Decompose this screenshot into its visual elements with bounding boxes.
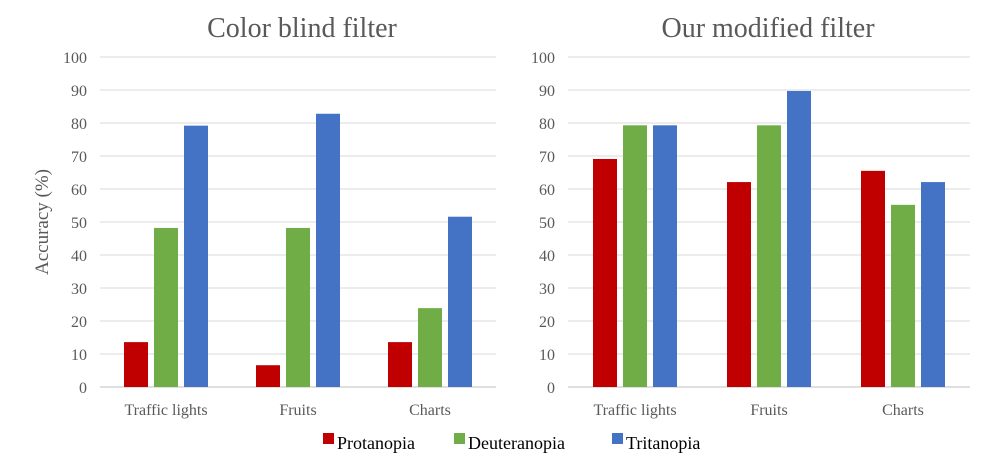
y-tick-label: 20 (539, 314, 555, 331)
y-tick-label: 50 (71, 215, 87, 232)
bar-protanopia-traffic-lights (593, 158, 617, 387)
y-tick-label: 100 (531, 50, 555, 67)
bar-protanopia-charts (388, 342, 412, 387)
y-tick-label: 50 (539, 215, 555, 232)
y-tick-label: 70 (539, 149, 555, 166)
bar-protanopia-fruits (256, 365, 280, 387)
y-tick-label: 10 (539, 347, 555, 364)
y-tick-label: 30 (539, 281, 555, 298)
bar-protanopia-fruits (727, 182, 751, 387)
bar-tritanopia-traffic-lights (184, 125, 208, 387)
legend-label-tritanopia: Tritanopia (626, 433, 700, 453)
y-axis-label: Accuracy (%) (32, 169, 53, 275)
y-tick-label: 90 (539, 83, 555, 100)
y-tick-label: 90 (71, 83, 87, 100)
chart-panel-modified-filter: 0 10 20 30 40 50 60 70 80 90 100 Our modified filte… (531, 13, 970, 419)
chart-panel-color-blind-filter: 0 10 20 30 40 50 60 70 80 90 100 Color blind filter… (32, 13, 496, 419)
bar-deuteranopia-fruits (757, 125, 781, 387)
bar-tritanopia-charts (448, 216, 472, 387)
x-tick-label: Traffic lights (124, 402, 207, 419)
legend: Protanopia Deuteranopia Tritanopia (323, 433, 700, 453)
legend-label-protanopia: Protanopia (337, 433, 415, 453)
bar-tritanopia-traffic-lights (653, 125, 677, 387)
legend-swatch-tritanopia (612, 433, 623, 444)
bar-protanopia-charts (861, 170, 885, 387)
y-tick-label: 70 (71, 149, 87, 166)
y-tick-label: 0 (79, 380, 87, 397)
bar-tritanopia-charts (921, 182, 945, 387)
y-tick-label: 20 (71, 314, 87, 331)
x-tick-label: Charts (882, 402, 924, 419)
y-tick-label: 0 (547, 380, 555, 397)
y-tick-label: 80 (71, 116, 87, 133)
bar-deuteranopia-traffic-lights (623, 125, 647, 387)
chart-title: Color blind filter (207, 13, 397, 44)
bar-tritanopia-fruits (316, 113, 340, 387)
chart-title: Our modified filter (661, 13, 875, 44)
bar-deuteranopia-charts (418, 308, 442, 387)
x-tick-label: Fruits (750, 402, 787, 419)
y-tick-label: 60 (539, 182, 555, 199)
legend-swatch-protanopia (323, 433, 334, 444)
bar-protanopia-traffic-lights (124, 342, 148, 387)
y-tick-label: 60 (71, 182, 87, 199)
bar-deuteranopia-fruits (286, 227, 310, 387)
y-tick-label: 100 (63, 50, 87, 67)
y-tick-label: 10 (71, 347, 87, 364)
bar-tritanopia-fruits (787, 90, 811, 388)
x-tick-label: Traffic lights (593, 402, 676, 419)
y-tick-label: 80 (539, 116, 555, 133)
y-tick-label: 30 (71, 281, 87, 298)
legend-swatch-deuteranopia (454, 433, 465, 444)
x-tick-label: Fruits (279, 402, 316, 419)
x-tick-label: Charts (409, 402, 451, 419)
legend-label-deuteranopia: Deuteranopia (468, 433, 565, 453)
bar-deuteranopia-charts (891, 204, 915, 387)
bar-deuteranopia-traffic-lights (154, 227, 178, 387)
y-tick-label: 40 (71, 248, 87, 265)
y-tick-label: 40 (539, 248, 555, 265)
